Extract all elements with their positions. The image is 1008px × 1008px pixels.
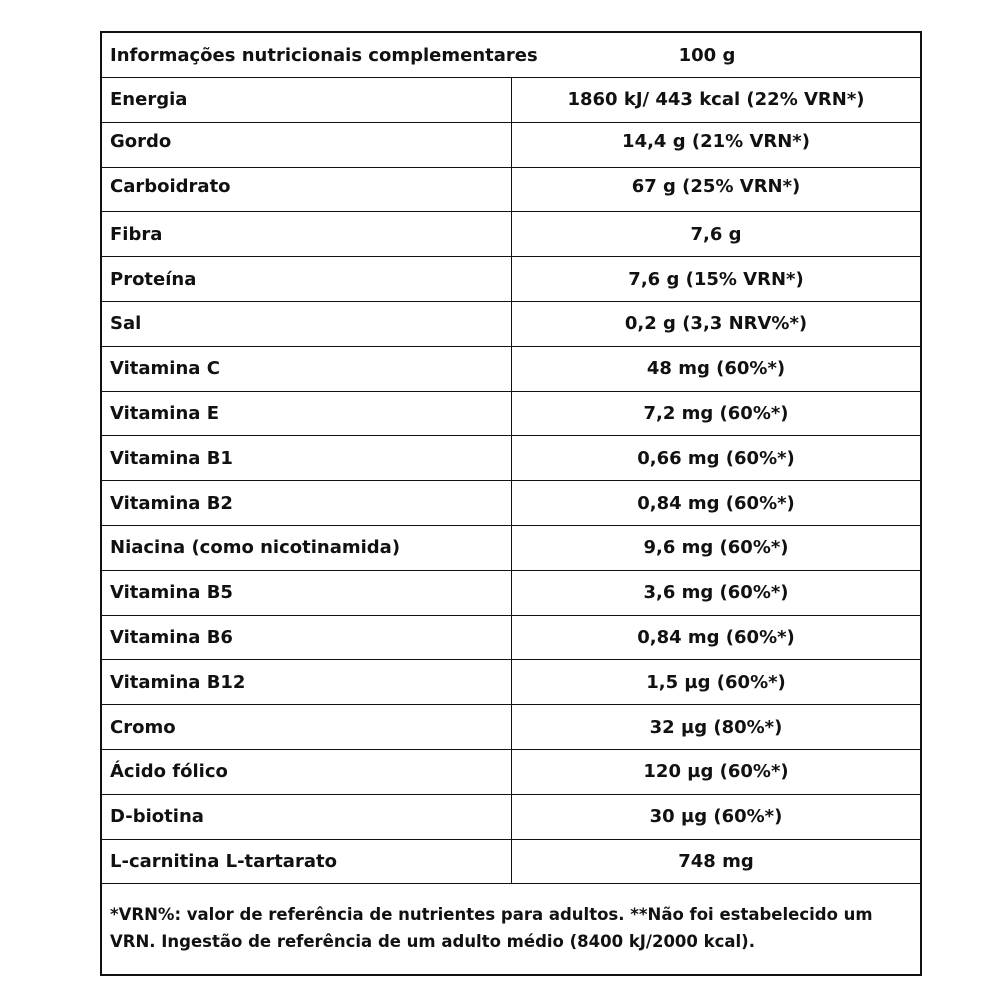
nutrient-name: Cromo	[102, 705, 512, 749]
nutrient-amount: 0,84 mg (60%*)	[637, 492, 795, 514]
nutrient-amount: 30 µg (60%*)	[649, 806, 783, 828]
nutrient-name: Proteína	[102, 257, 512, 301]
nutrient-name: Carboidrato	[102, 167, 512, 212]
table-row: Vitamina B6 0,84 mg (60%*)	[102, 615, 920, 661]
nutrient-amount: 7,6 g (15% VRN*)	[628, 268, 804, 290]
nutrient-amount: 120 µg (60%*)	[643, 761, 789, 783]
nutrient-name: Energia	[102, 78, 512, 122]
nutrient-name: Vitamina C	[102, 346, 512, 391]
footnote: *VRN%: valor de referência de nutrientes…	[110, 905, 873, 951]
table-row: Vitamina B5 3,6 mg (60%*)	[102, 570, 920, 616]
table-row: Vitamina E 7,2 mg (60%*)	[102, 391, 920, 437]
nutrient-name: Vitamina E	[102, 391, 512, 436]
table-row: Ácido fólico 120 µg (60%*)	[102, 750, 920, 795]
nutrient-amount: 48 mg (60%*)	[646, 358, 786, 380]
table-row: Vitamina B1 0,66 mg (60%*)	[102, 436, 920, 482]
nutrition-table: Informações nutricionais complementares …	[100, 31, 922, 976]
nutrient-amount: 7,6 g	[690, 223, 742, 245]
nutrient-name: Fibra	[102, 212, 512, 257]
table-row: Niacina (como nicotinamida) 9,6 mg (60%*)	[102, 526, 920, 571]
nutrient-amount: 0,66 mg (60%*)	[637, 447, 795, 469]
nutrient-name: Gordo	[102, 122, 512, 167]
nutrient-amount: 0,84 mg (60%*)	[637, 626, 795, 648]
table-row: Vitamina B12 1,5 µg (60%*)	[102, 660, 920, 706]
nutrient-amount: 748 mg	[678, 850, 754, 872]
nutrient-amount: 0,2 g (3,3 NRV%*)	[624, 313, 808, 335]
nutrient-name: Vitamina B5	[102, 570, 512, 615]
nutrient-name: D-biotina	[102, 794, 512, 839]
nutrient-name: Niacina (como nicotinamida)	[102, 526, 512, 570]
nutrient-amount: 9,6 mg (60%*)	[643, 537, 789, 559]
table-row: Carboidrato 67 g (25% VRN*)	[102, 167, 920, 213]
nutrient-amount: 1,5 µg (60%*)	[646, 671, 786, 693]
nutrient-name: Vitamina B1	[102, 436, 512, 481]
header-title: Informações nutricionais complementares	[110, 44, 538, 66]
nutrient-name: Sal	[102, 302, 512, 346]
nutrient-amount: 67 g (25% VRN*)	[631, 175, 801, 197]
nutrient-amount: 3,6 mg (60%*)	[643, 582, 789, 604]
nutrient-name: Vitamina B12	[102, 660, 512, 705]
nutrient-name: Vitamina B6	[102, 615, 512, 660]
table-row: Energia 1860 kJ/ 443 kcal (22% VRN*)	[102, 78, 920, 123]
nutrient-name: Ácido fólico	[102, 750, 512, 794]
nutrient-amount: 14,4 g (21% VRN*)	[622, 130, 810, 152]
nutrient-amount: 32 µg (80%*)	[649, 716, 783, 738]
table-row: Sal 0,2 g (3,3 NRV%*)	[102, 302, 920, 347]
nutrient-name: Vitamina B2	[102, 481, 512, 525]
table-row: Fibra 7,6 g	[102, 212, 920, 258]
table-row: L-carnitina L-tartarato 748 mg	[102, 839, 920, 885]
table-row: Cromo 32 µg (80%*)	[102, 705, 920, 750]
nutrient-amount: 1860 kJ/ 443 kcal (22% VRN*)	[567, 89, 865, 111]
table-row: Proteína 7,6 g (15% VRN*)	[102, 257, 920, 302]
nutrient-amount: 7,2 mg (60%*)	[643, 402, 789, 424]
nutrient-name: L-carnitina L-tartarato	[102, 839, 512, 884]
table-row: Vitamina C 48 mg (60%*)	[102, 346, 920, 392]
table-row: D-biotina 30 µg (60%*)	[102, 794, 920, 840]
header-row: Informações nutricionais complementares …	[102, 33, 920, 78]
table-row: Gordo 14,4 g (21% VRN*)	[102, 122, 920, 168]
header-amount: 100 g	[678, 44, 736, 66]
table-row: Vitamina B2 0,84 mg (60%*)	[102, 481, 920, 526]
